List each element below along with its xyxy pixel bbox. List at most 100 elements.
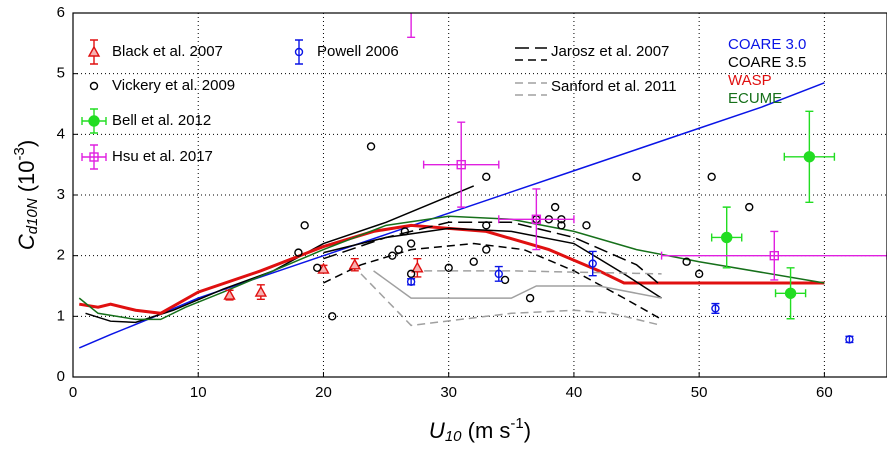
data-point (400, 227, 410, 236)
data-point (500, 275, 510, 285)
x-label-sup: -1 (510, 415, 523, 432)
error-bar (494, 265, 503, 282)
x-tick-label: 40 (566, 384, 583, 401)
data-point (550, 202, 560, 212)
series-line (360, 273, 662, 327)
y-tick-label: 3 (57, 186, 65, 203)
legend-label: COARE 3.0 (728, 36, 806, 53)
series-line (323, 227, 662, 299)
series-line (78, 215, 825, 321)
data-point (845, 335, 854, 344)
data-point (531, 214, 542, 224)
legend-swatch (89, 152, 99, 162)
data-point (588, 259, 597, 268)
data-point (348, 258, 361, 270)
legend-swatch (294, 47, 304, 57)
data-point (784, 287, 797, 299)
data-point (444, 263, 453, 272)
x-label-sub: 10 (445, 428, 462, 445)
legend-swatch (295, 39, 303, 65)
x-tick-label: 0 (69, 384, 77, 401)
x-label-unit: (m s (462, 418, 511, 443)
data-point (803, 151, 816, 163)
series-line (79, 223, 825, 315)
data-point (406, 269, 416, 279)
y-label-close: ) (14, 140, 39, 147)
data-point (469, 257, 478, 266)
data-point (328, 312, 337, 321)
series-line (411, 270, 662, 275)
y-tick-label: 1 (57, 307, 65, 324)
legend-label: Vickery et al. 2009 (112, 77, 235, 94)
data-point (313, 263, 322, 272)
y-tick-label: 2 (57, 247, 65, 264)
data-point (582, 221, 591, 230)
data-point (707, 172, 716, 182)
data-point (394, 245, 403, 254)
y-label-main: C (14, 234, 39, 250)
x-tick-label: 50 (691, 384, 708, 401)
data-point (711, 304, 720, 313)
legend-label: Bell et al. 2012 (112, 112, 211, 129)
data-point (300, 221, 309, 230)
plot-frame (72, 12, 887, 378)
y-label-unit: (10 (14, 161, 39, 199)
legend-label: Sanford et al. 2011 (551, 78, 677, 95)
series-line (373, 270, 662, 299)
data-point (482, 172, 491, 182)
data-point (769, 250, 779, 261)
data-point (388, 251, 397, 260)
plot-area (78, 13, 887, 349)
y-tick-label: 6 (57, 4, 65, 21)
series-line (85, 185, 475, 324)
x-tick-label: 10 (190, 384, 207, 401)
data-point (456, 159, 466, 170)
data-point (745, 202, 754, 212)
x-error-bar (422, 160, 500, 169)
data-point (411, 261, 424, 273)
legend-swatch (88, 115, 100, 127)
data-point (366, 142, 376, 151)
y-axis-label: Cd10N (10-3) (11, 140, 41, 250)
data-point (406, 239, 416, 248)
x-tick-label: 20 (315, 384, 332, 401)
y-tick-label: 4 (57, 125, 65, 142)
legend-label: Powell 2006 (317, 43, 399, 60)
error-bar (407, 13, 416, 38)
legend-swatch (89, 81, 99, 91)
data-point (682, 257, 691, 266)
legend-label: WASP (728, 72, 772, 89)
x-tick-label: 30 (440, 384, 457, 401)
data-point (406, 277, 416, 286)
data-point (721, 231, 733, 244)
y-tick-label: 5 (57, 65, 65, 82)
legend-swatch (81, 153, 107, 161)
legend-label: Hsu et al. 2017 (112, 148, 213, 165)
data-point (254, 285, 268, 297)
data-point (694, 269, 704, 279)
x-axis-label: U10 (m s-1) (429, 415, 531, 445)
data-point (632, 172, 641, 182)
legend-label: COARE 3.5 (728, 54, 806, 71)
data-point (294, 248, 303, 257)
x-error-bar (660, 251, 887, 260)
series-line (323, 242, 662, 321)
x-label-main: U (429, 418, 445, 443)
x-error-bar (498, 215, 575, 224)
data-point (525, 293, 535, 303)
x-label-close: ) (524, 418, 531, 443)
legend-label: ECUME (728, 90, 782, 107)
data-point (557, 221, 566, 230)
data-point (494, 269, 503, 279)
error-bar (588, 250, 597, 277)
legend-swatch (87, 45, 101, 57)
data-point (223, 288, 236, 300)
y-tick-label: 0 (57, 368, 65, 385)
data-point (482, 245, 491, 254)
y-label-sup: -3 (11, 147, 28, 160)
legend-label: Black et al. 2007 (112, 43, 223, 60)
data-point (482, 221, 491, 230)
y-label-sub: d10N (24, 198, 41, 234)
legend-label: Jarosz et al. 2007 (551, 43, 669, 60)
